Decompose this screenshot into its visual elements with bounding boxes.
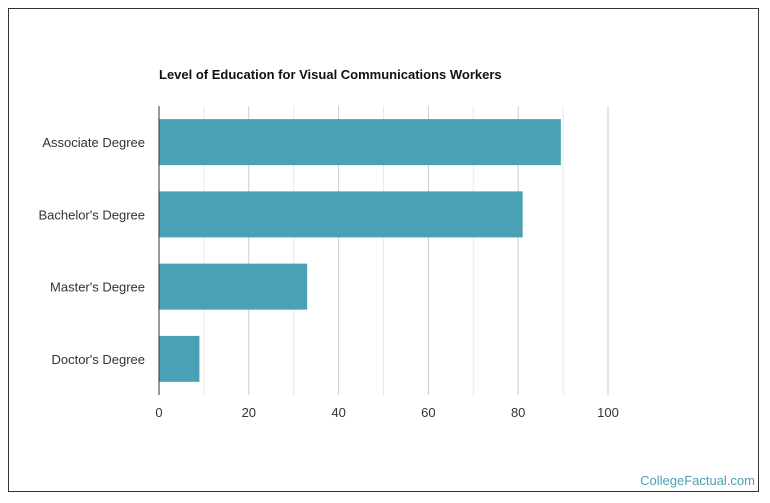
- bars: [159, 119, 561, 382]
- watermark-link[interactable]: CollegeFactual.com: [640, 473, 755, 488]
- category-label: Bachelor's Degree: [38, 207, 145, 222]
- x-tick-labels: 0 20 40 60 80 100: [155, 405, 618, 420]
- category-labels: Associate Degree Bachelor's Degree Master'…: [38, 135, 145, 367]
- x-tick-label: 20: [242, 405, 256, 420]
- bar-bachelor-s-degree: [159, 191, 523, 238]
- category-label: Doctor's Degree: [51, 352, 145, 367]
- x-tick-label: 80: [511, 405, 525, 420]
- x-tick-label: 60: [421, 405, 435, 420]
- x-tick-label: 100: [597, 405, 619, 420]
- bar-master-s-degree: [159, 263, 308, 310]
- x-tick-label: 40: [331, 405, 345, 420]
- chart-title: Level of Education for Visual Communicat…: [159, 67, 502, 82]
- category-label: Associate Degree: [42, 135, 145, 150]
- bar-associate-degree: [159, 119, 561, 166]
- x-tick-label: 0: [155, 405, 162, 420]
- bar-doctor-s-degree: [159, 335, 200, 382]
- category-label: Master's Degree: [50, 280, 145, 295]
